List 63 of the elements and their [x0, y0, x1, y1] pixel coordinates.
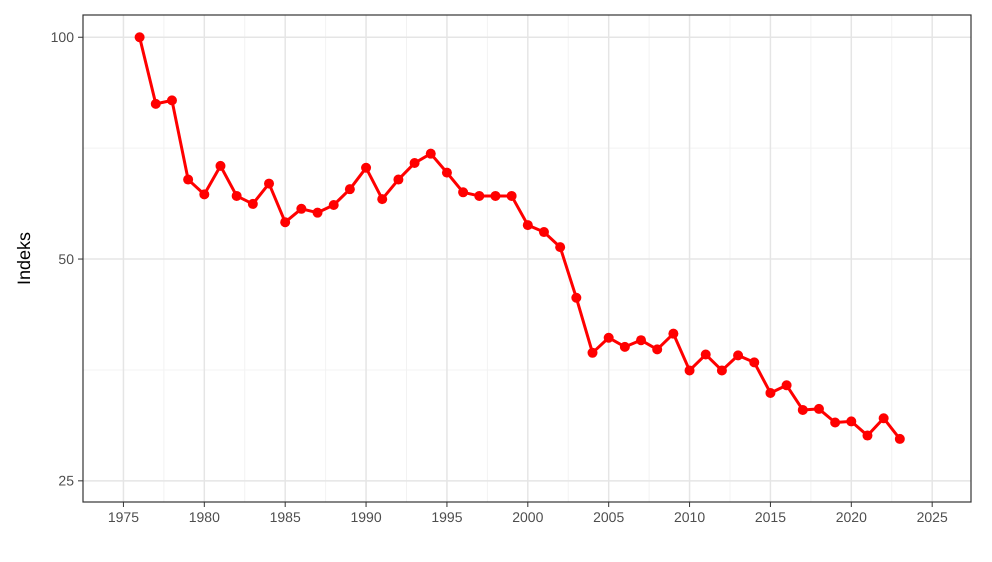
- point: [604, 332, 614, 343]
- point: [636, 335, 646, 346]
- x-tick-label: 2020: [836, 509, 868, 525]
- y-tick-label: 50: [58, 250, 74, 267]
- point: [830, 417, 840, 428]
- point: [814, 404, 824, 414]
- point: [733, 350, 744, 360]
- point: [134, 32, 145, 42]
- point: [798, 404, 808, 415]
- x-tick-label: 2005: [593, 509, 624, 525]
- x-tick-label: 1980: [188, 509, 220, 525]
- x-tick-label: 1995: [431, 509, 463, 525]
- y-tick-label: 100: [50, 29, 74, 46]
- point: [490, 190, 500, 201]
- point: [166, 95, 177, 106]
- point: [312, 208, 323, 218]
- y-tick-label: 25: [58, 472, 74, 489]
- point: [620, 342, 630, 352]
- point: [150, 98, 161, 109]
- x-tick-label: 2015: [754, 509, 786, 525]
- point: [264, 178, 274, 189]
- point: [248, 198, 258, 209]
- point: [555, 242, 566, 252]
- point: [215, 160, 226, 171]
- point: [458, 187, 468, 198]
- point: [522, 220, 533, 230]
- point: [782, 380, 792, 390]
- y-axis-title: Indeks: [14, 232, 34, 286]
- point: [668, 328, 678, 339]
- point: [862, 430, 872, 441]
- point: [700, 350, 711, 360]
- x-tick-label: 1975: [108, 509, 140, 525]
- point: [377, 194, 388, 204]
- point: [183, 174, 194, 185]
- point: [442, 168, 452, 178]
- point: [765, 388, 776, 398]
- point: [280, 217, 290, 228]
- point: [232, 190, 242, 201]
- point: [361, 162, 372, 173]
- x-tick-label: 2000: [512, 509, 544, 525]
- point: [588, 348, 598, 358]
- x-tick-label: 2025: [916, 509, 948, 525]
- point: [393, 174, 404, 185]
- point: [846, 416, 856, 426]
- point: [571, 292, 582, 303]
- point: [538, 227, 549, 238]
- x-tick-label: 1990: [350, 509, 382, 525]
- point: [410, 158, 420, 168]
- point: [684, 365, 695, 376]
- point: [878, 413, 889, 424]
- point: [894, 434, 905, 444]
- point: [328, 200, 339, 210]
- point: [296, 204, 306, 214]
- x-tick-label: 2010: [674, 509, 706, 525]
- x-tick-label: 1985: [270, 509, 301, 525]
- point: [344, 184, 355, 194]
- point: [716, 365, 727, 376]
- point: [506, 190, 517, 201]
- point: [749, 357, 760, 368]
- point: [426, 148, 436, 159]
- point: [199, 189, 210, 200]
- point: [474, 190, 484, 201]
- point: [652, 344, 662, 354]
